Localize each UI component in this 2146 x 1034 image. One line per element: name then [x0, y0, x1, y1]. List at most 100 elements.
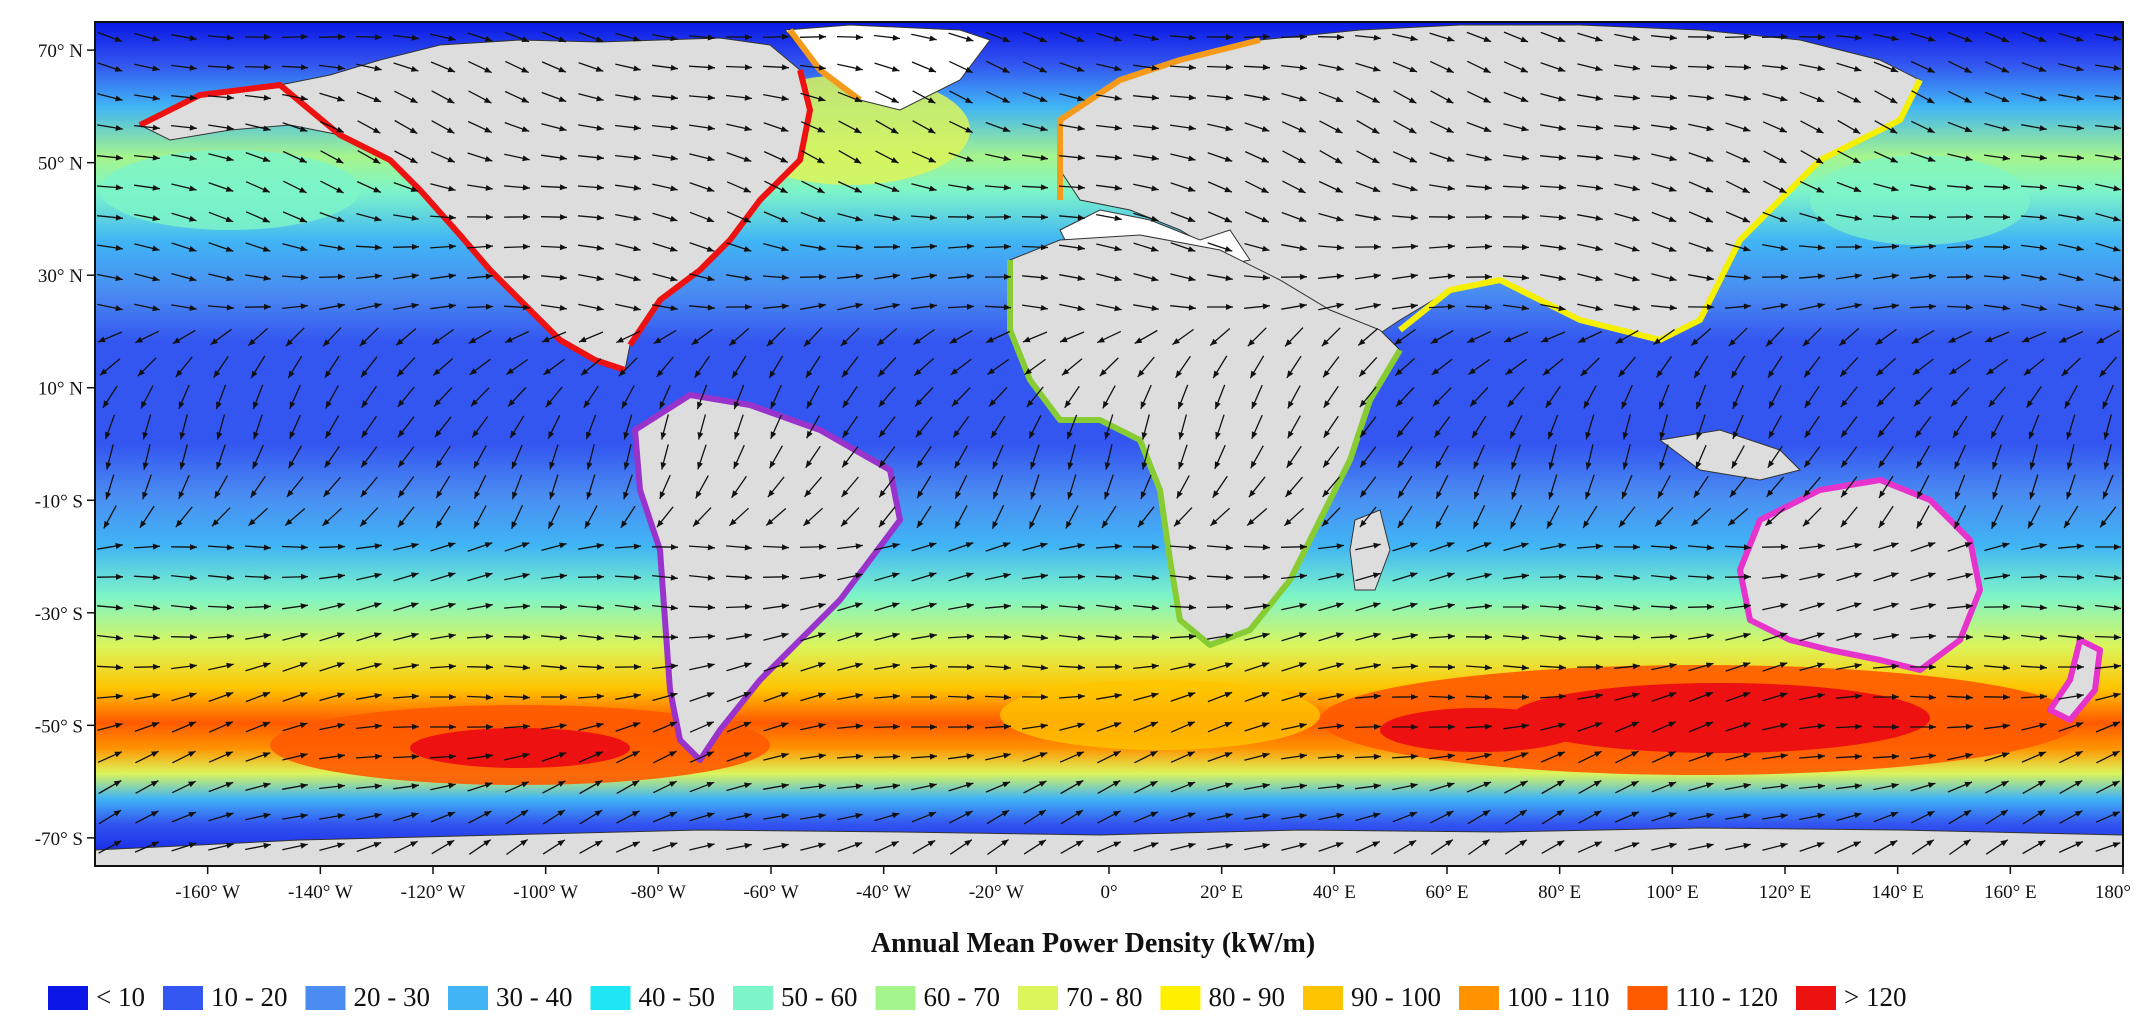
wave-arrow-head	[1558, 664, 1566, 671]
wave-arrow-head	[1321, 339, 1329, 347]
legend-swatch	[48, 986, 88, 1010]
wave-arrow-head	[595, 36, 604, 42]
wave-arrow-head	[1261, 156, 1269, 163]
wave-arrow-head	[1445, 839, 1453, 847]
wave-arrow-head	[2113, 215, 2121, 222]
wave-arrow-head	[1743, 245, 1751, 252]
wave-arrow-head	[1965, 155, 1973, 162]
wave-arrow-head	[1473, 461, 1480, 469]
wave-arrow-head	[288, 370, 295, 379]
wave-arrow-head	[1262, 245, 1270, 252]
wave-arrow-head	[2112, 751, 2120, 757]
wave-arrow-head	[1484, 155, 1492, 162]
wave-arrow-head	[1743, 303, 1751, 310]
wave-arrow-head	[1114, 634, 1122, 641]
longitude-axis: -160° W -140° W -120° W -100° W -80° W -60° W…	[175, 866, 2131, 903]
wave-arrow-head	[114, 36, 123, 42]
wave-arrow-head	[1928, 633, 1936, 640]
wave-arrow-head	[766, 339, 774, 347]
wave-arrow-head	[1854, 273, 1862, 280]
wave-arrow-head	[115, 95, 123, 102]
wave-arrow-head	[360, 519, 368, 527]
wave-arrow-head	[596, 664, 604, 671]
wave-arrow-head	[264, 34, 271, 40]
wave-arrow-head	[1668, 782, 1677, 788]
wave-arrow-head	[323, 489, 331, 497]
wave-arrow-head	[1410, 303, 1418, 310]
wave-arrow-head	[411, 273, 419, 280]
wave-arrow-head	[1927, 126, 1935, 133]
wave-arrow-head	[225, 216, 234, 222]
wave-arrow-head	[1928, 273, 1936, 280]
wave-arrow-head	[1334, 157, 1343, 164]
wave-arrow-head	[1992, 461, 1998, 470]
wave-arrow-head	[1210, 518, 1218, 526]
wave-arrow-head	[473, 520, 480, 529]
wave-arrow-head	[411, 693, 419, 700]
wave-arrow-head	[890, 127, 899, 134]
wave-arrow-head	[745, 304, 752, 310]
wave-arrow-head	[1875, 338, 1883, 345]
wave-arrow-head	[1134, 337, 1143, 344]
wave-arrow-head	[1965, 304, 1973, 311]
wave-arrow-head	[2039, 722, 2047, 729]
wave-arrow-head	[411, 542, 419, 549]
wave-arrow-head	[596, 543, 604, 549]
wave-arrow-head	[1743, 813, 1751, 819]
wave-arrow-head	[818, 813, 826, 819]
wave-arrow-head	[1360, 429, 1367, 438]
wave-arrow-head	[1928, 694, 1936, 701]
wave-arrow-head	[559, 573, 567, 580]
wave-arrow-head	[1706, 812, 1714, 819]
wave-arrow-head	[151, 722, 160, 728]
wave-arrow-head	[1322, 489, 1330, 497]
wave-arrow-head	[1632, 94, 1640, 101]
wave-arrow-head	[152, 634, 160, 641]
wave-arrow-head	[1912, 368, 1921, 375]
wave-arrow-head	[557, 810, 565, 817]
wave-arrow-head	[152, 35, 160, 42]
wave-arrow-head	[115, 604, 123, 611]
wave-arrow-head	[142, 462, 149, 470]
wave-arrow-head	[522, 634, 530, 641]
africa-coast-outline	[1007, 260, 1403, 648]
wave-arrow-head	[769, 370, 776, 379]
wave-arrow-head	[966, 694, 974, 701]
wave-arrow-head	[1852, 127, 1861, 134]
wave-arrow-head	[1742, 187, 1750, 193]
wave-arrow-head	[1558, 125, 1566, 131]
wave-arrow-head	[1359, 519, 1367, 528]
wave-arrow-head	[1336, 302, 1344, 309]
wave-arrow-head	[447, 542, 456, 549]
wave-arrow-head	[410, 66, 419, 72]
wave-arrow-head	[1948, 336, 1956, 343]
wave-arrow-head	[1172, 338, 1180, 345]
wave-arrow-head	[1151, 154, 1159, 161]
wave-arrow-head	[178, 491, 185, 499]
wave-arrow-head	[300, 64, 308, 71]
wave-arrow-head	[1855, 244, 1862, 250]
wave-arrow-head	[226, 64, 234, 71]
wave-arrow-head	[1371, 157, 1380, 164]
wave-arrow-head	[1225, 64, 1233, 71]
wave-arrow-head	[633, 154, 641, 161]
wave-arrow-head	[1891, 782, 1899, 789]
wave-arrow-head	[1225, 574, 1233, 581]
wave-arrow-head	[1003, 723, 1011, 730]
wave-arrow-head	[633, 305, 641, 312]
wave-arrow-head	[484, 782, 493, 788]
wave-arrow-head	[1522, 604, 1529, 610]
wave-arrow-head	[1188, 574, 1196, 581]
wave-arrow-head	[1114, 245, 1122, 252]
wave-arrow-head	[1743, 752, 1751, 759]
wave-arrow-head	[955, 491, 962, 499]
wave-arrow-head	[966, 602, 974, 609]
wave-arrow-head	[1779, 692, 1788, 699]
wave-arrow-head	[1706, 633, 1714, 639]
wave-arrow-head	[1113, 35, 1122, 42]
wave-arrow-head	[152, 124, 160, 131]
wave-arrow-head	[1965, 664, 1973, 671]
wave-arrow-head	[1224, 246, 1233, 252]
wave-arrow-head	[1622, 432, 1629, 440]
wave-arrow-head	[1262, 842, 1270, 849]
